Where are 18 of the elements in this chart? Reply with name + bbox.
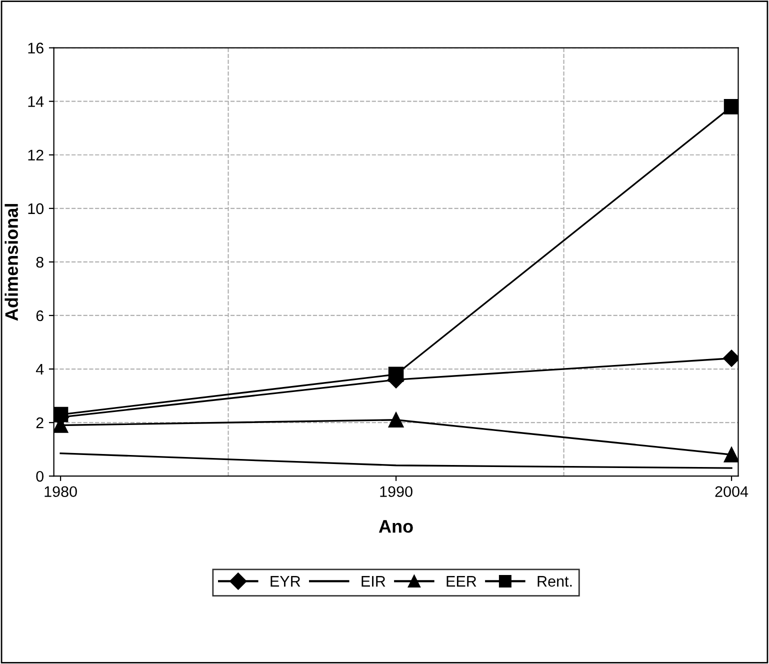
y-tick-label: 14 [28, 96, 44, 107]
x-tick-label: 1990 [380, 486, 412, 498]
legend-label: EIR [362, 576, 386, 587]
y-tick-label: 10 [28, 203, 44, 214]
y-tick-label: 0 [36, 470, 44, 482]
y-tick-label: 12 [28, 150, 44, 160]
x-tick-label: 1980 [44, 486, 77, 498]
x-tick-label: 2004 [715, 486, 748, 498]
x-axis-title: Ano [378, 520, 413, 533]
legend-label: EYR [270, 576, 300, 587]
legend-label: EER [446, 576, 476, 587]
legend-label: Rent. [538, 576, 572, 587]
y-tick-label: 16 [28, 42, 44, 54]
y-tick-label: 8 [36, 256, 44, 268]
y-tick-label: 4 [36, 364, 44, 375]
y-tick-label: 2 [36, 417, 44, 428]
y-axis-title: Adimensional [4, 204, 18, 321]
y-tick-label: 6 [36, 310, 44, 322]
